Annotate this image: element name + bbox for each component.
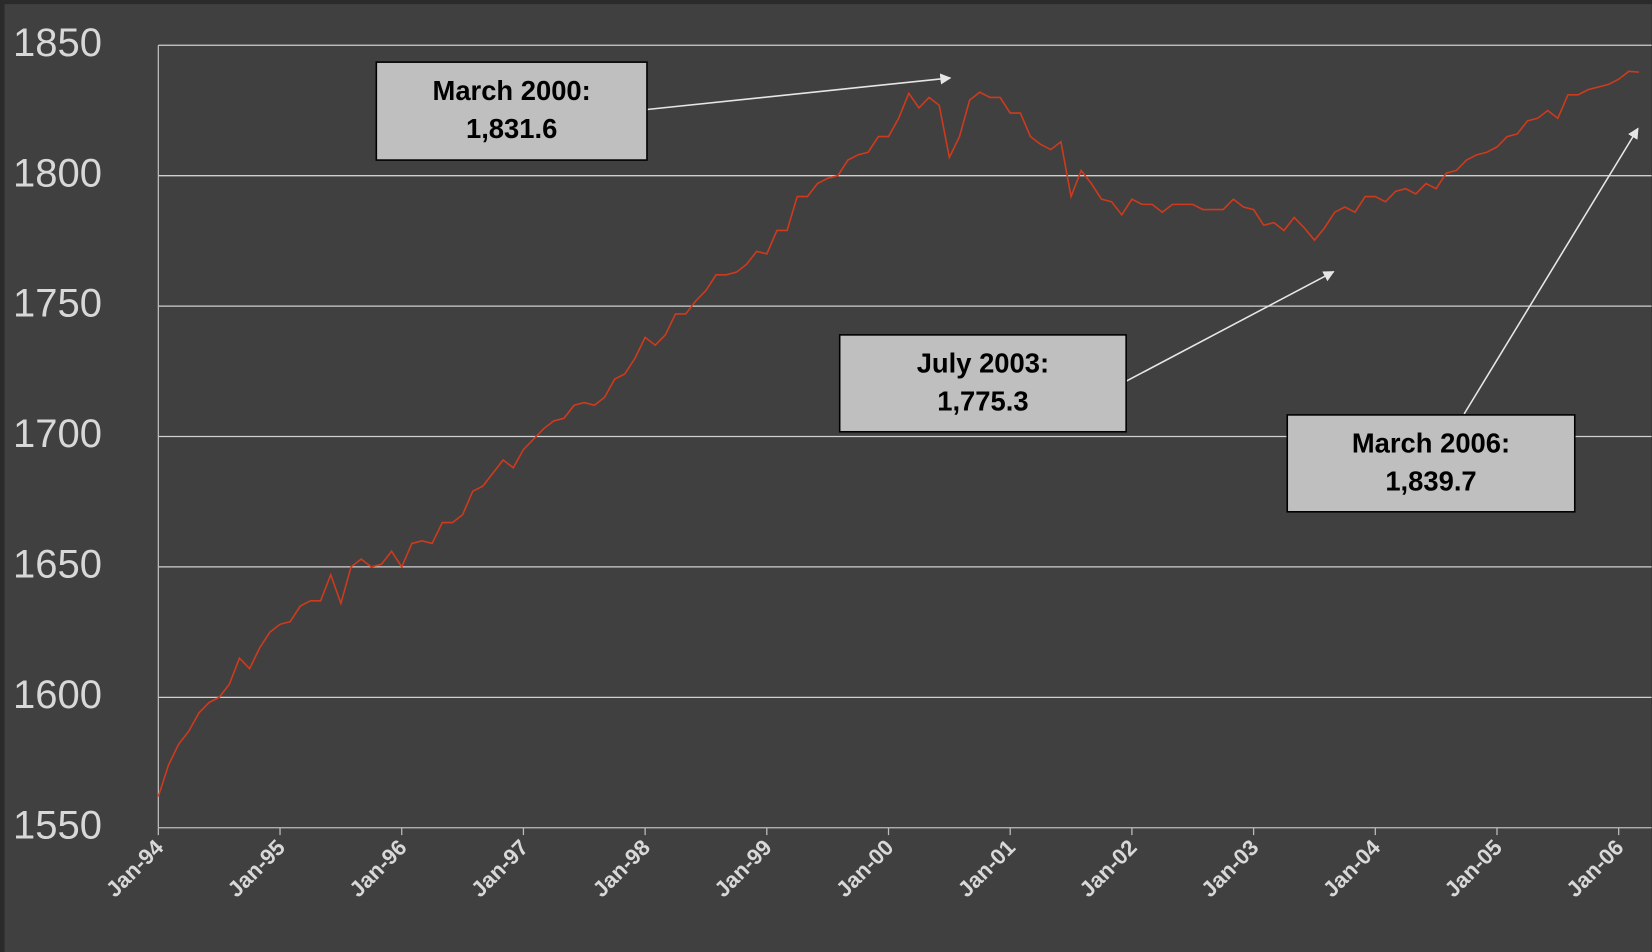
y-tick-label: 1850 <box>13 21 102 65</box>
annotation-title: July 2003: <box>917 348 1049 379</box>
y-tick-label: 1700 <box>13 412 102 456</box>
annotation-title: March 2000: <box>433 75 591 106</box>
annotation-arrow <box>1463 127 1639 415</box>
annotation-title: March 2006: <box>1352 428 1510 459</box>
annotation-text: 1,839.7 <box>1385 466 1476 497</box>
annotation-arrow <box>1125 271 1335 382</box>
annotation-box <box>375 61 648 161</box>
y-tick-label: 1750 <box>13 282 102 326</box>
y-tick-label: 1650 <box>13 542 102 586</box>
y-tick-label: 1550 <box>13 803 102 847</box>
y-tick-label: 1600 <box>13 673 102 717</box>
y-tick-label: 1800 <box>13 151 102 195</box>
annotation-arrow <box>646 73 952 111</box>
annotation-text: 1,775.3 <box>937 386 1028 417</box>
annotation-box <box>1286 414 1576 513</box>
annotation-box <box>838 334 1127 433</box>
annotation-text: 1,831.6 <box>466 113 557 144</box>
data-line <box>157 70 1640 797</box>
